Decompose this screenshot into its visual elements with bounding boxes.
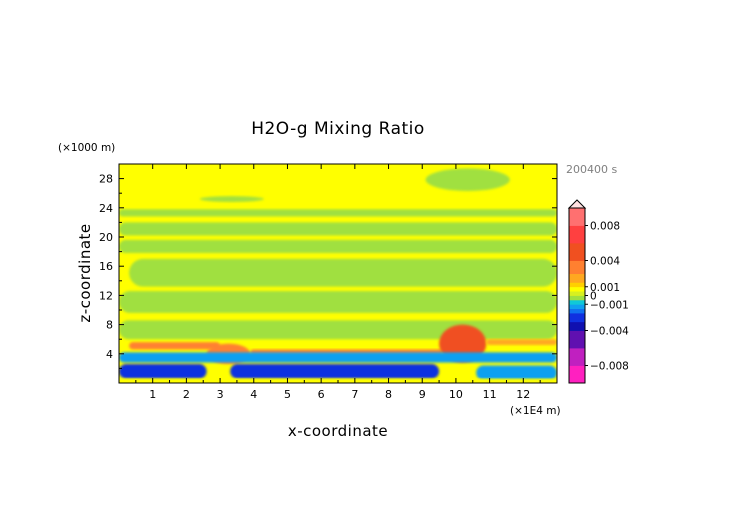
field-region-upper-band-3 <box>119 239 557 254</box>
field-region-moist-layer-right <box>486 339 557 346</box>
colorbar-segment <box>569 356 585 362</box>
field-region-dry-surface-left <box>119 364 207 379</box>
colorbar-segment <box>569 208 585 213</box>
x-tick-label: 1 <box>149 388 156 401</box>
colorbar-segment <box>569 339 585 345</box>
x-tick-label: 9 <box>419 388 426 401</box>
colorbar-segment <box>569 330 585 336</box>
field-region-upper-band-2 <box>119 222 557 236</box>
field-region-mid-band-2 <box>119 291 557 313</box>
field-region-dry-surface-right <box>476 365 557 381</box>
field-region-small-blob <box>199 196 264 202</box>
colorbar-label: 0.008 <box>590 221 620 233</box>
y-unit-label: (×1000 m) <box>58 142 115 154</box>
field-region-low-band <box>119 320 557 340</box>
colorbar-segment <box>569 221 585 226</box>
x-axis-ticks: 1 2 3 4 5 6 7 8 9 10 11 12 <box>135 164 541 401</box>
chart-title: H2O-g Mixing Ratio <box>251 119 425 139</box>
colorbar-extend-arrow <box>567 199 587 209</box>
colorbar-label: 0.004 <box>590 256 620 268</box>
colorbar-segment <box>569 251 585 257</box>
y-tick-label: 16 <box>99 260 113 273</box>
field-region-dry-layer <box>119 352 557 363</box>
colorbar-segment <box>569 243 585 248</box>
colorbar-segment <box>569 256 585 261</box>
y-axis-ticks: 4 8 12 16 20 24 28 <box>99 173 557 369</box>
colorbar-segment <box>569 229 585 235</box>
x-tick-label: 7 <box>351 388 358 401</box>
colorbar-segment <box>569 343 585 349</box>
colorbar-segment <box>569 361 585 366</box>
time-label: 200400 s <box>566 163 617 176</box>
colorbar-segment <box>569 378 585 384</box>
colorbar-segment <box>569 369 585 375</box>
colorbar-segment <box>569 273 585 279</box>
x-tick-label: 2 <box>183 388 190 401</box>
colorbar-label: −0.004 <box>590 326 629 338</box>
x-tick-label: 4 <box>250 388 257 401</box>
colorbar-segment <box>569 326 585 331</box>
colorbar-segment <box>569 291 585 296</box>
field-region-top-blob <box>425 168 510 192</box>
colorbar-segment <box>569 286 585 292</box>
x-tick-label: 5 <box>284 388 291 401</box>
x-tick-label: 11 <box>483 388 497 401</box>
colorbar-segment <box>569 308 585 314</box>
colorbar-segment <box>569 269 585 275</box>
y-tick-label: 8 <box>106 319 113 332</box>
colorbar-segment <box>569 321 585 327</box>
field-region-mid-band-1 <box>129 258 557 287</box>
colorbar-segment <box>569 278 585 283</box>
colorbar-segment <box>569 247 585 253</box>
field-region-upper-band-1 <box>119 209 557 217</box>
x-tick-label: 6 <box>318 388 325 401</box>
x-tick-label: 10 <box>449 388 463 401</box>
x-unit-label: (×1E4 m) <box>510 405 561 417</box>
colorbar-segment <box>569 295 585 301</box>
colorbar-segment <box>569 264 585 270</box>
colorbar-segment <box>569 225 585 231</box>
colorbar-segment <box>569 212 585 218</box>
colorbar-label: 0.001 <box>590 282 620 294</box>
colorbar-label: −0.001 <box>590 299 629 311</box>
colorbar-segment <box>569 334 585 340</box>
colorbar-segment <box>569 352 585 358</box>
colorbar-segment <box>569 238 585 244</box>
field-region-dry-surface-mid <box>230 364 440 379</box>
x-tick-label: 12 <box>516 388 530 401</box>
colorbar-segment <box>569 234 585 240</box>
colorbar-segment <box>569 313 585 318</box>
colorbar-segment <box>569 317 585 323</box>
y-tick-label: 4 <box>106 348 113 361</box>
colorbar-segment <box>569 282 585 288</box>
y-axis-title: z-coordinate <box>76 223 94 322</box>
field-region-moist-layer-left <box>129 342 221 350</box>
colorbar-segment <box>569 374 585 380</box>
y-tick-label: 20 <box>99 231 113 244</box>
mixing-ratio-field <box>119 164 557 383</box>
x-tick-label: 3 <box>217 388 224 401</box>
x-axis-title: x-coordinate <box>288 422 388 440</box>
colorbar-segment <box>569 304 585 310</box>
colorbar-segment <box>569 260 585 266</box>
y-tick-label: 12 <box>99 289 113 302</box>
colorbar-segment <box>569 365 585 371</box>
y-tick-label: 24 <box>99 202 113 215</box>
y-tick-label: 28 <box>99 173 113 186</box>
colorbar-label: 0 <box>590 291 597 303</box>
colorbar-label: −0.008 <box>590 361 629 373</box>
colorbar-segment <box>569 216 585 222</box>
colorbar-segment <box>569 348 585 353</box>
colorbar-segment <box>569 299 585 305</box>
x-tick-label: 8 <box>385 388 392 401</box>
